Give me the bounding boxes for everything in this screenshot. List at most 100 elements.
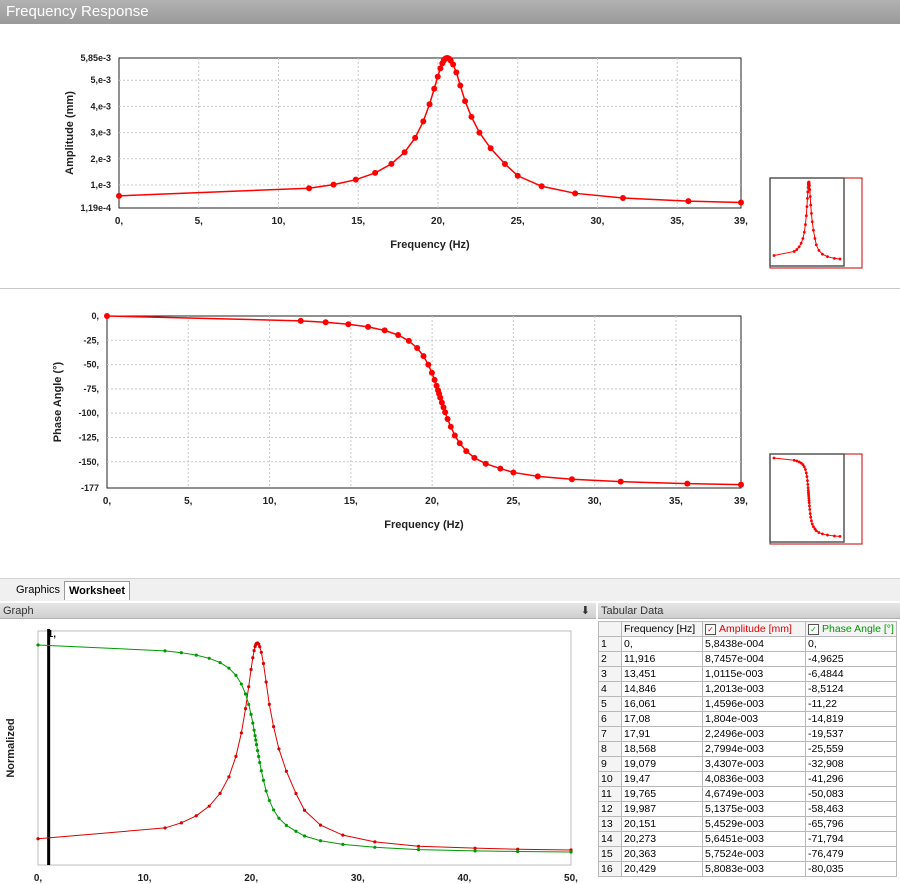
table-row[interactable]: 9 19,079 3,4307e-003 -32,908 <box>598 756 897 772</box>
row-number[interactable]: 4 <box>598 681 622 697</box>
phase-cell[interactable]: -41,296 <box>805 771 897 787</box>
amplitude-cell[interactable]: 5,4529e-003 <box>702 816 806 832</box>
table-row[interactable]: 1 0, 5,8438e-004 0, <box>598 636 897 652</box>
amplitude-cell[interactable]: 8,7457e-004 <box>702 651 806 667</box>
amplitude-cell[interactable]: 5,1375e-003 <box>702 801 806 817</box>
frequency-cell[interactable]: 19,987 <box>621 801 703 817</box>
table-row[interactable]: 7 17,91 2,2496e-003 -19,537 <box>598 726 897 742</box>
phase-cell[interactable]: -71,794 <box>805 831 897 847</box>
table-row[interactable]: 6 17,08 1,804e-003 -14,819 <box>598 711 897 727</box>
phase-cell[interactable]: -11,22 <box>805 696 897 712</box>
frequency-cell[interactable]: 18,568 <box>621 741 703 757</box>
frequency-column-header[interactable]: Frequency [Hz] <box>621 621 703 637</box>
amplitude-cell[interactable]: 1,4596e-003 <box>702 696 806 712</box>
row-number[interactable]: 13 <box>598 816 622 832</box>
phase-cell[interactable]: -32,908 <box>805 756 897 772</box>
amplitude-cell[interactable]: 4,0836e-003 <box>702 771 806 787</box>
row-number[interactable]: 12 <box>598 801 622 817</box>
amplitude-cell[interactable]: 2,2496e-003 <box>702 726 806 742</box>
data-point <box>438 399 445 406</box>
frequency-cell[interactable]: 11,916 <box>621 651 703 667</box>
table-row[interactable]: 2 11,916 8,7457e-004 -4,9625 <box>598 651 897 667</box>
phase-cell[interactable]: -80,035 <box>805 861 897 877</box>
frequency-cell[interactable]: 19,765 <box>621 786 703 802</box>
table-row[interactable]: 8 18,568 2,7994e-003 -25,559 <box>598 741 897 757</box>
row-number[interactable]: 8 <box>598 741 622 757</box>
table-row[interactable]: 14 20,273 5,6451e-003 -71,794 <box>598 831 897 847</box>
table-row[interactable]: 10 19,47 4,0836e-003 -41,296 <box>598 771 897 787</box>
phase-point <box>258 760 262 765</box>
amplitude-cell[interactable]: 1,2013e-003 <box>702 681 806 697</box>
frequency-cell[interactable]: 13,451 <box>621 666 703 682</box>
checkbox-icon[interactable]: ✓ <box>808 623 819 635</box>
row-number[interactable]: 9 <box>598 756 622 772</box>
amplitude-column-header[interactable]: ✓ Amplitude [mm] <box>702 621 806 637</box>
frequency-cell[interactable]: 16,061 <box>621 696 703 712</box>
row-number[interactable]: 5 <box>598 696 622 712</box>
frequency-cell[interactable]: 17,08 <box>621 711 703 727</box>
frequency-cell[interactable]: 20,273 <box>621 831 703 847</box>
data-point <box>116 192 122 199</box>
data-point <box>434 73 441 80</box>
phase-column-header[interactable]: ✓ Phase Angle [°] <box>805 621 897 637</box>
phase-cell[interactable]: -76,479 <box>805 846 897 862</box>
row-number[interactable]: 14 <box>598 831 622 847</box>
row-number[interactable]: 1 <box>598 636 622 652</box>
frequency-cell[interactable]: 17,91 <box>621 726 703 742</box>
normalized-graph[interactable]: 0, 10, 20, 30, 40, 50, Normalized 1, <box>0 619 596 884</box>
row-number[interactable]: 6 <box>598 711 622 727</box>
phase-cell[interactable]: -14,819 <box>805 711 897 727</box>
frequency-cell[interactable]: 19,079 <box>621 756 703 772</box>
table-row[interactable]: 11 19,765 4,6749e-003 -50,083 <box>598 786 897 802</box>
row-number[interactable]: 3 <box>598 666 622 682</box>
frequency-cell[interactable]: 14,846 <box>621 681 703 697</box>
tab-graphics[interactable]: Graphics <box>16 584 61 596</box>
amplitude-cell[interactable]: 4,6749e-003 <box>702 786 806 802</box>
frequency-cell[interactable]: 0, <box>621 636 703 652</box>
phase-cell[interactable]: -6,4844 <box>805 666 897 682</box>
frequency-cell[interactable]: 19,47 <box>621 771 703 787</box>
table-row[interactable]: 4 14,846 1,2013e-003 -8,5124 <box>598 681 897 697</box>
phase-cell[interactable]: -8,5124 <box>805 681 897 697</box>
amplitude-cell[interactable]: 1,804e-003 <box>702 711 806 727</box>
phase-cell[interactable]: 0, <box>805 636 897 652</box>
row-number[interactable]: 10 <box>598 771 622 787</box>
amplitude-cell[interactable]: 5,6451e-003 <box>702 831 806 847</box>
data-point <box>684 480 691 487</box>
table-row[interactable]: 3 13,451 1,0115e-003 -6,4844 <box>598 666 897 682</box>
pin-icon[interactable]: ⬇ <box>580 605 590 617</box>
amplitude-cell[interactable]: 5,7524e-003 <box>702 846 806 862</box>
y-axis-label: Amplitude (mm) <box>64 91 76 175</box>
x-tick-label: 39, <box>734 216 748 227</box>
table-row[interactable]: 16 20,429 5,8083e-003 -80,035 <box>598 861 897 877</box>
data-point <box>471 454 478 461</box>
row-number[interactable]: 15 <box>598 846 622 862</box>
amplitude-cell[interactable]: 2,7994e-003 <box>702 741 806 757</box>
row-number[interactable]: 7 <box>598 726 622 742</box>
plot-frame <box>37 630 572 866</box>
frequency-cell[interactable]: 20,363 <box>621 846 703 862</box>
frequency-cell[interactable]: 20,429 <box>621 861 703 877</box>
phase-cell[interactable]: -50,083 <box>805 786 897 802</box>
row-number[interactable]: 16 <box>598 861 622 877</box>
table-row[interactable]: 15 20,363 5,7524e-003 -76,479 <box>598 846 897 862</box>
row-number[interactable]: 11 <box>598 786 622 802</box>
table-row[interactable]: 5 16,061 1,4596e-003 -11,22 <box>598 696 897 712</box>
amplitude-cell[interactable]: 5,8083e-003 <box>702 861 806 877</box>
phase-cell[interactable]: -65,796 <box>805 816 897 832</box>
preview-point <box>808 188 812 192</box>
amplitude-cell[interactable]: 5,8438e-004 <box>702 636 806 652</box>
data-point <box>420 353 427 360</box>
phase-cell[interactable]: -4,9625 <box>805 651 897 667</box>
amplitude-cell[interactable]: 1,0115e-003 <box>702 666 806 682</box>
tab-worksheet[interactable]: Worksheet <box>64 581 131 600</box>
phase-cell[interactable]: -58,463 <box>805 801 897 817</box>
frequency-cell[interactable]: 20,151 <box>621 816 703 832</box>
table-row[interactable]: 12 19,987 5,1375e-003 -58,463 <box>598 801 897 817</box>
table-row[interactable]: 13 20,151 5,4529e-003 -65,796 <box>598 816 897 832</box>
phase-cell[interactable]: -25,559 <box>805 741 897 757</box>
row-number[interactable]: 2 <box>598 651 622 667</box>
amplitude-cell[interactable]: 3,4307e-003 <box>702 756 806 772</box>
phase-cell[interactable]: -19,537 <box>805 726 897 742</box>
checkbox-icon[interactable]: ✓ <box>705 623 716 635</box>
